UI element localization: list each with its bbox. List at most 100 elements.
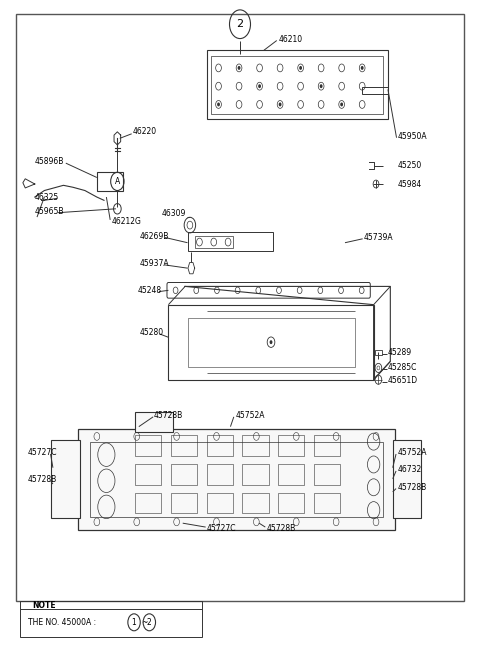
Circle shape: [270, 340, 273, 344]
Circle shape: [277, 83, 283, 90]
Circle shape: [217, 102, 220, 106]
Text: 45728B: 45728B: [154, 411, 183, 420]
Circle shape: [257, 64, 263, 72]
Circle shape: [236, 64, 242, 72]
Bar: [206, 464, 233, 485]
Circle shape: [339, 83, 345, 90]
Text: 45728B: 45728B: [28, 475, 57, 484]
Circle shape: [360, 64, 365, 72]
Text: 46212G: 46212G: [111, 217, 141, 226]
Circle shape: [298, 100, 303, 108]
Text: A: A: [115, 177, 120, 186]
Circle shape: [340, 102, 343, 106]
Circle shape: [318, 64, 324, 72]
Circle shape: [361, 66, 364, 70]
Text: 2: 2: [147, 618, 152, 627]
Circle shape: [318, 83, 324, 90]
Circle shape: [298, 64, 303, 72]
Circle shape: [298, 83, 303, 90]
Circle shape: [339, 100, 345, 108]
Text: 45728B: 45728B: [266, 524, 296, 533]
Bar: [171, 464, 197, 485]
Bar: [51, 440, 80, 518]
Circle shape: [360, 100, 365, 108]
Bar: [135, 412, 173, 432]
Text: NOTE: NOTE: [33, 601, 56, 610]
Text: 45727C: 45727C: [28, 448, 57, 457]
Bar: [211, 56, 383, 113]
Circle shape: [360, 83, 365, 90]
Circle shape: [216, 64, 221, 72]
Bar: [362, 88, 388, 94]
Circle shape: [318, 100, 324, 108]
Bar: [195, 236, 233, 248]
Circle shape: [236, 83, 242, 90]
Text: 45937A: 45937A: [140, 259, 169, 268]
Text: 2: 2: [237, 19, 243, 29]
Text: 46210: 46210: [278, 35, 302, 44]
Text: 45896B: 45896B: [35, 157, 64, 166]
Bar: [242, 493, 269, 514]
Bar: [242, 435, 269, 456]
Text: 45289: 45289: [388, 348, 412, 357]
Text: 45727C: 45727C: [206, 524, 236, 533]
Text: 45250: 45250: [397, 161, 422, 170]
Text: 1: 1: [132, 618, 136, 627]
Text: 45965B: 45965B: [35, 207, 64, 216]
Bar: [78, 428, 395, 530]
Text: 45752A: 45752A: [235, 411, 265, 420]
Bar: [278, 493, 304, 514]
Text: 45728B: 45728B: [397, 483, 427, 492]
Bar: [314, 464, 340, 485]
Bar: [135, 435, 161, 456]
Bar: [171, 435, 197, 456]
Text: THE NO. 45000A :: THE NO. 45000A :: [28, 618, 98, 627]
Circle shape: [339, 64, 345, 72]
Bar: [374, 350, 382, 355]
Circle shape: [236, 100, 242, 108]
Text: 46269B: 46269B: [140, 232, 169, 240]
Circle shape: [216, 83, 221, 90]
Bar: [206, 493, 233, 514]
Bar: [168, 305, 373, 380]
Circle shape: [277, 100, 283, 108]
Circle shape: [277, 64, 283, 72]
Bar: [135, 493, 161, 514]
Bar: [135, 464, 161, 485]
Text: 45950A: 45950A: [397, 132, 427, 141]
Bar: [188, 232, 274, 251]
Bar: [206, 50, 388, 119]
Text: 45248: 45248: [137, 286, 162, 295]
Text: 46309: 46309: [161, 209, 186, 218]
Bar: [171, 493, 197, 514]
Text: 45651D: 45651D: [388, 377, 418, 386]
Circle shape: [257, 83, 263, 90]
Bar: [21, 601, 202, 637]
Bar: [97, 172, 123, 191]
Bar: [393, 440, 421, 518]
Circle shape: [238, 66, 240, 70]
Bar: [188, 318, 355, 367]
Text: 45984: 45984: [397, 179, 422, 189]
Circle shape: [258, 84, 261, 88]
Text: 46732: 46732: [397, 465, 422, 474]
Text: 46220: 46220: [132, 127, 157, 136]
Text: 45739A: 45739A: [364, 233, 394, 242]
Bar: [242, 464, 269, 485]
Bar: [314, 493, 340, 514]
Circle shape: [320, 84, 323, 88]
Text: 46325: 46325: [35, 193, 59, 202]
Bar: [314, 435, 340, 456]
Bar: [206, 435, 233, 456]
Text: ~: ~: [141, 618, 147, 627]
Text: 45280: 45280: [140, 328, 164, 337]
Bar: [90, 441, 383, 517]
Text: 45752A: 45752A: [397, 448, 427, 457]
Circle shape: [216, 100, 221, 108]
Circle shape: [299, 66, 302, 70]
Bar: [278, 435, 304, 456]
Text: 45285C: 45285C: [388, 364, 417, 373]
Circle shape: [257, 100, 263, 108]
Bar: [278, 464, 304, 485]
Circle shape: [279, 102, 281, 106]
